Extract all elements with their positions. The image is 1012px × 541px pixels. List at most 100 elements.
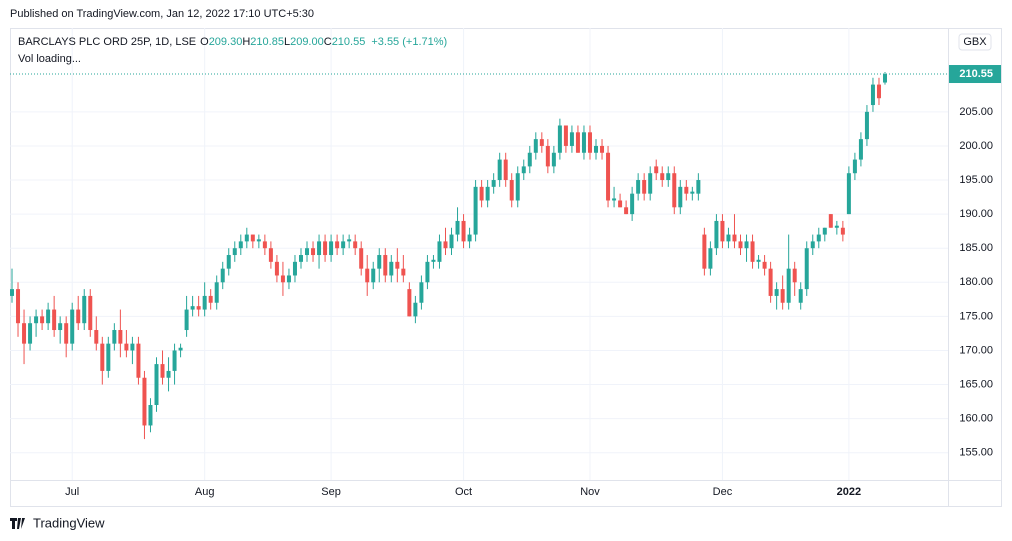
published-note: Published on TradingView.com, Jan 12, 20… — [10, 8, 314, 20]
candle-body — [262, 241, 267, 249]
candle-body — [563, 125, 568, 146]
candle-body — [443, 241, 448, 249]
candle-body — [798, 289, 803, 303]
candle-body — [70, 309, 75, 344]
y-tick-label: 175.00 — [959, 310, 993, 322]
candle-body — [268, 248, 273, 262]
candle-body — [587, 132, 592, 153]
logo-icon — [10, 518, 25, 529]
candle-body — [317, 241, 322, 256]
currency[interactable]: GBX — [963, 36, 987, 48]
legend-open: 209.30 — [209, 36, 243, 48]
legend-change: +3.55 (+1.71%) — [371, 36, 447, 48]
candle-body — [142, 377, 147, 426]
candle-body — [461, 220, 466, 242]
candle-body — [208, 295, 213, 303]
candle-body — [624, 207, 629, 215]
legend-high: 210.85 — [250, 36, 284, 48]
legend-low: 209.00 — [290, 36, 324, 48]
candle-body — [383, 255, 388, 276]
last-price-label: 210.55 — [959, 68, 993, 80]
candle-body — [690, 191, 695, 194]
candle-body — [178, 347, 183, 351]
footer-logo — [10, 518, 25, 529]
candle-body — [852, 159, 857, 174]
candle-body — [774, 289, 779, 296]
candle-body — [202, 295, 207, 310]
candle-body — [280, 275, 285, 283]
candle-body — [160, 364, 165, 378]
candle-body — [473, 186, 478, 235]
candle-body — [220, 268, 225, 283]
candle-body — [497, 159, 502, 181]
volume-note: Vol loading... — [18, 53, 81, 65]
legend-o-label: O — [200, 36, 209, 48]
candle-body — [347, 239, 352, 242]
candle-body — [864, 111, 869, 140]
candle-body — [341, 241, 346, 249]
candle-body — [389, 261, 394, 276]
y-tick-label: 195.00 — [959, 174, 993, 186]
candle-body — [491, 180, 496, 187]
candle-body — [124, 343, 129, 351]
candle-body — [413, 302, 418, 317]
candle-body — [449, 234, 454, 249]
candle-body — [503, 159, 508, 181]
candle-body — [100, 343, 105, 371]
candle-body — [256, 239, 261, 242]
candle-body — [467, 234, 472, 242]
candle-body — [298, 255, 303, 262]
candle-body — [780, 289, 785, 303]
candle-body — [286, 275, 291, 283]
candle-body — [515, 173, 520, 201]
candle-body — [533, 139, 538, 153]
candle-body — [371, 268, 376, 283]
candle-body — [226, 255, 231, 269]
candle-body — [172, 350, 177, 371]
candle-body — [335, 241, 340, 249]
candle-body — [311, 248, 316, 256]
candle-body — [292, 261, 297, 276]
candle-body — [708, 248, 713, 269]
x-tick-label: 2022 — [837, 486, 861, 498]
candle-body — [64, 323, 69, 344]
candle-body — [642, 180, 647, 194]
candle-body — [46, 309, 51, 324]
currency-box[interactable] — [958, 33, 992, 51]
candle-body — [419, 282, 424, 303]
candle-body — [184, 309, 189, 331]
candle-body — [485, 186, 490, 201]
candle-body — [244, 234, 249, 242]
y-tick-label: 185.00 — [959, 242, 993, 254]
candle-body — [274, 261, 279, 276]
candle-body — [455, 220, 460, 235]
candle-body — [870, 84, 875, 106]
candle-body — [58, 323, 63, 331]
candle-body — [118, 330, 123, 344]
candle-body — [786, 268, 791, 303]
candle-body — [479, 186, 484, 201]
candle-body — [756, 259, 761, 262]
candle-body — [238, 241, 243, 249]
candle-body — [425, 261, 430, 283]
candle-body — [353, 241, 358, 249]
candle-body — [250, 234, 255, 242]
candle-body — [323, 241, 328, 256]
candle-body — [76, 309, 81, 324]
candle-body — [828, 214, 833, 228]
candle-body — [660, 173, 665, 181]
candle-body — [88, 295, 93, 331]
candle-body — [395, 261, 400, 269]
candle-body — [214, 282, 219, 303]
candle-body — [630, 193, 635, 215]
ohlc-legend: O209.30H210.85L209.00C210.55 +3.55 (+1.71… — [200, 36, 447, 48]
chart-frame — [10, 28, 1002, 507]
legend-close: 210.55 — [332, 36, 366, 48]
candle-body — [744, 241, 749, 249]
candle-body — [148, 405, 153, 426]
candle-body — [666, 173, 671, 181]
legend-l-label: L — [284, 36, 290, 48]
candle-body — [648, 173, 653, 194]
candle-body — [714, 220, 719, 249]
